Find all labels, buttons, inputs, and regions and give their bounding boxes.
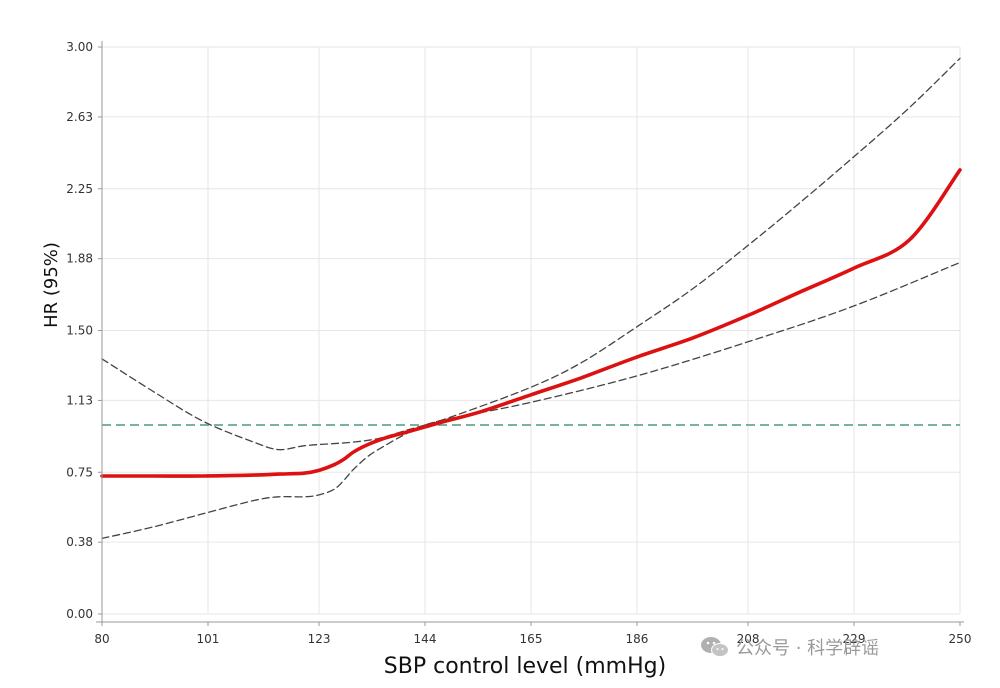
y-tick-label-6: 2.25 — [66, 182, 93, 196]
x-tick-label-4: 165 — [520, 632, 543, 646]
axes — [96, 41, 964, 626]
x-tick-label-0: 80 — [94, 632, 109, 646]
series-layer — [100, 57, 962, 540]
y-tick-label-3: 1.13 — [66, 393, 93, 407]
wechat-icon — [701, 637, 729, 657]
x-tick-label-2: 123 — [308, 632, 331, 646]
y-tick-label-8: 3.00 — [66, 40, 93, 54]
y-tick-label-1: 0.38 — [66, 535, 93, 549]
x-tick-label-5: 186 — [626, 632, 649, 646]
grid — [101, 46, 961, 615]
x-tick-label-3: 144 — [414, 632, 437, 646]
x-tick-label-8: 250 — [949, 632, 972, 646]
y-tick-label-7: 2.63 — [66, 110, 93, 124]
y-tick-label-4: 1.50 — [66, 324, 93, 338]
y-tick-label-5: 1.88 — [66, 252, 93, 266]
y-tick-label-0: 0.00 — [66, 607, 93, 621]
watermark-text: 公众号 · 科学辟谣 — [736, 638, 880, 659]
watermark: 公众号 · 科学辟谣 — [700, 634, 879, 660]
x-axis-title: SBP control level (mmHg) — [384, 654, 666, 679]
ci-lower-curve — [101, 261, 961, 540]
x-tick-label-7: 229 — [843, 632, 866, 646]
y-axis-title: HR (95%) — [41, 242, 62, 328]
x-tick-label-6: 208 — [737, 632, 760, 646]
y-tick-label-2: 0.75 — [66, 465, 93, 479]
tick-labels: 0.00 0.38 0.75 1.13 1.50 1.88 2.25 2.63 3.00 80 10… — [66, 40, 971, 646]
x-tick-label-1: 101 — [197, 632, 220, 646]
hr-curve — [100, 168, 962, 478]
